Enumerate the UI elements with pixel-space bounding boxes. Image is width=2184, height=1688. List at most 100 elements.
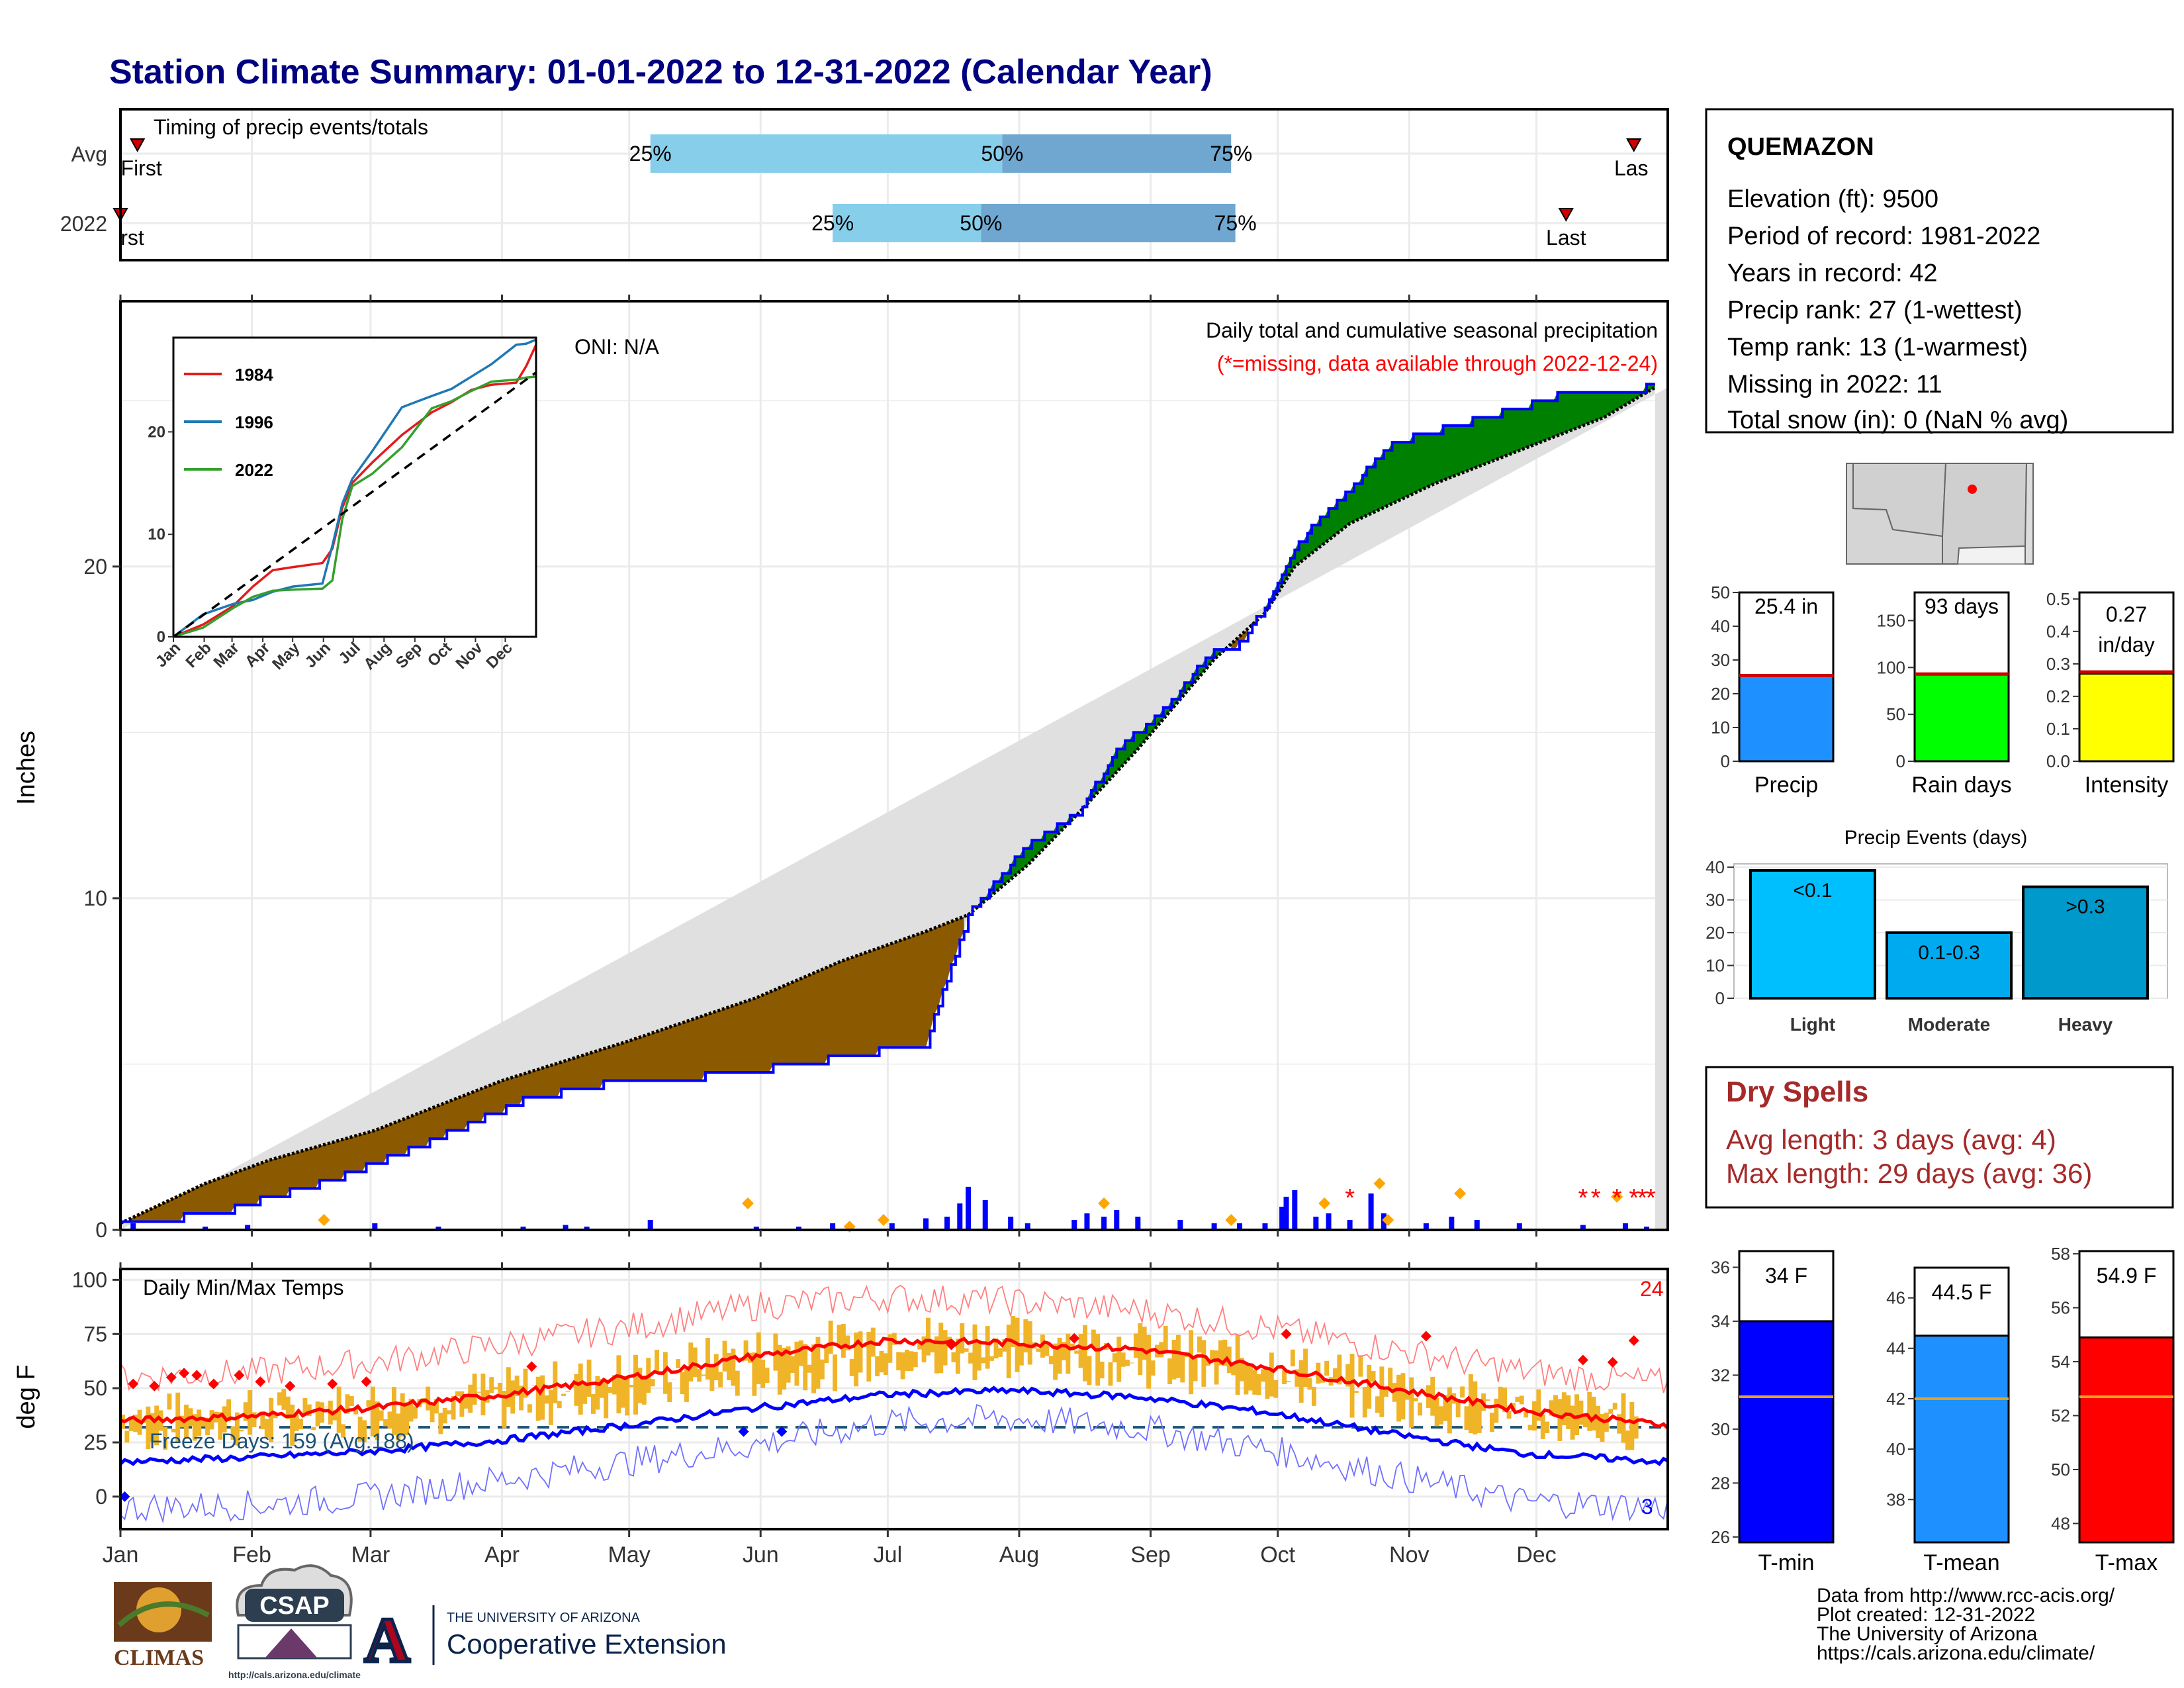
temp-day-bar	[264, 1419, 269, 1438]
temp-day-bar	[692, 1347, 698, 1378]
temp-day-bar	[341, 1424, 345, 1438]
temp-day-bar	[1489, 1413, 1494, 1432]
record-low-line	[120, 1403, 1668, 1524]
temp-heading: Daily Min/Max Temps	[143, 1276, 343, 1299]
daily-precip-bar	[1262, 1223, 1268, 1230]
csap-text: CSAP	[259, 1592, 330, 1620]
temp-day-bar	[514, 1376, 520, 1397]
record-high-marker-icon	[946, 1339, 957, 1350]
temp-day-bar	[451, 1395, 456, 1420]
temp-day-bar	[798, 1340, 803, 1366]
snow-marker-icon	[742, 1197, 754, 1209]
temp-summary-label-1: T-mean	[1923, 1550, 1999, 1575]
temp-day-bar	[1099, 1361, 1105, 1379]
temp-day-bar	[1629, 1401, 1635, 1450]
inset-ytick-label-1: 10	[148, 526, 165, 543]
temp-day-bar	[900, 1352, 905, 1380]
temp-day-bar	[124, 1430, 130, 1443]
missing-marker-icon: *	[1646, 1184, 1656, 1212]
daily-precip-bar	[1237, 1223, 1243, 1230]
temp-day-bar	[387, 1411, 392, 1429]
temp-day-bar	[794, 1341, 799, 1386]
temp-summary-value-0: 34 F	[1765, 1264, 1807, 1288]
daily-precip-bar	[1024, 1223, 1030, 1230]
month-label-nov: Nov	[1389, 1542, 1429, 1568]
temp-day-bar	[828, 1320, 833, 1354]
temp-day-bar	[1485, 1399, 1490, 1401]
daily-precip-bar	[1449, 1216, 1455, 1230]
temp-day-bar	[790, 1356, 795, 1374]
temp-summary-ytick-label-2-0: 48	[2051, 1513, 2070, 1533]
temp-day-bar	[472, 1374, 477, 1405]
temp-day-bar	[1116, 1336, 1122, 1382]
temp-day-bar	[302, 1398, 308, 1415]
temp-day-bar	[896, 1352, 901, 1371]
month-label-may: May	[608, 1542, 651, 1568]
temp-summary-ytick-label-0-0: 26	[1711, 1527, 1730, 1547]
first-marker-icon-0	[129, 138, 146, 153]
temp-day-bar	[1240, 1358, 1244, 1382]
daily-precip-bar	[1071, 1219, 1077, 1230]
temp-day-bar	[489, 1377, 494, 1393]
temp-day-bar	[1189, 1330, 1194, 1395]
temp-ytick-label-4: 100	[72, 1268, 107, 1291]
cold-count: 3	[1641, 1495, 1653, 1519]
daily-precip-bar	[647, 1219, 653, 1230]
temp-day-bar	[544, 1395, 549, 1404]
summary-ytick-label-0-0: 0	[1721, 751, 1730, 771]
temp-day-bar	[1222, 1339, 1228, 1366]
daily-precip-bar	[203, 1226, 208, 1230]
temp-day-bar	[713, 1354, 719, 1381]
temp-day-bar	[285, 1396, 291, 1419]
precip-ytick-label-0: 0	[95, 1218, 107, 1242]
missing-marker-icon: *	[1591, 1184, 1601, 1212]
station-name: QUEMAZON	[1727, 133, 1874, 161]
temp-day-bar	[731, 1348, 736, 1386]
temp-day-bar	[616, 1355, 621, 1414]
csap-logo: CSAP http://cals.arizona.edu/climate	[228, 1564, 361, 1680]
daily-precip-bar	[796, 1226, 801, 1230]
temp-summary-label-2: T-max	[2095, 1550, 2158, 1575]
temp-day-bar	[1625, 1430, 1630, 1450]
temp-day-bar	[1087, 1356, 1092, 1385]
temp-day-bar	[1235, 1335, 1240, 1395]
temp-day-bar	[1570, 1405, 1575, 1440]
temp-day-bar	[1108, 1362, 1113, 1386]
temp-daily-bars	[120, 1316, 1639, 1450]
temp-day-bar	[1006, 1325, 1011, 1379]
daily-precip-bar	[1283, 1196, 1289, 1230]
temp-day-bar	[1600, 1414, 1605, 1442]
events-ytick-label-1: 10	[1706, 955, 1725, 975]
daily-precip-bar	[1347, 1219, 1353, 1230]
temp-day-bar	[1345, 1364, 1351, 1387]
events-bar-range-2: >0.3	[2066, 896, 2105, 918]
last-marker-icon-0	[1626, 138, 1642, 153]
dry-spells-frame	[1705, 1066, 2174, 1209]
temp-day-bar	[1133, 1333, 1138, 1358]
temp-day-bar	[226, 1399, 232, 1422]
timing-q25-label-1: 25%	[811, 211, 854, 235]
temp-day-bar	[430, 1405, 435, 1423]
precip-frame	[119, 300, 1669, 1231]
record-high-marker-icon	[1628, 1335, 1639, 1346]
temp-day-bar	[1591, 1396, 1596, 1430]
temp-day-bar	[167, 1393, 172, 1410]
daily-precip-bar	[245, 1225, 251, 1230]
temp-day-bar	[1388, 1368, 1393, 1390]
temp-day-bar	[1524, 1412, 1529, 1418]
daily-precip-bar	[1474, 1219, 1480, 1230]
temp-day-bar	[1295, 1369, 1300, 1387]
ua-top-text: THE UNIVERSITY OF ARIZONA	[447, 1611, 641, 1625]
temp-day-bar	[447, 1410, 452, 1415]
temp-day-bar	[201, 1417, 206, 1427]
temp-day-bar	[277, 1392, 282, 1406]
temp-day-bar	[375, 1401, 380, 1440]
daily-precip-bar	[520, 1226, 526, 1230]
temp-day-bar	[917, 1342, 923, 1350]
temp-summary-ytick-label-1-3: 44	[1886, 1338, 1905, 1358]
temp-day-bar	[684, 1369, 689, 1402]
timing-heading: Timing of precip events/totals	[154, 115, 428, 139]
station-missing: Missing in 2022: 11	[1727, 371, 1942, 399]
daily-precip-bar	[1279, 1206, 1285, 1230]
